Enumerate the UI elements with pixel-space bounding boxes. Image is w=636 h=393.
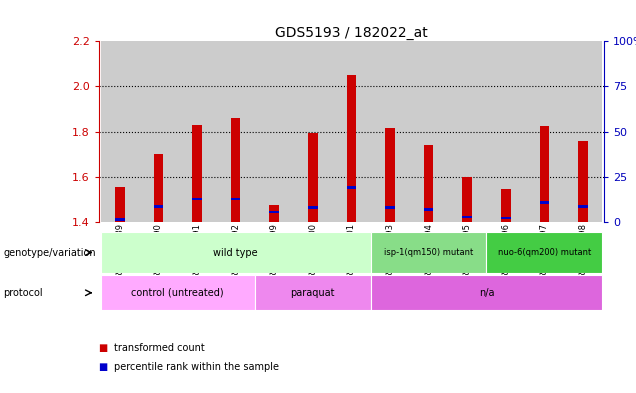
Text: isp-1(qm150) mutant: isp-1(qm150) mutant [384,248,473,257]
Bar [231,198,240,200]
Bar [192,125,202,222]
Bar [385,128,395,222]
Bar [525,41,563,222]
Bar [293,41,332,222]
Bar [563,41,602,222]
Bar [539,126,550,222]
Bar [115,187,125,222]
Bar [563,41,602,222]
Bar [100,232,371,273]
Bar [448,41,487,222]
Bar [177,41,216,222]
Bar [332,41,371,222]
Bar [487,41,525,222]
Bar [100,41,139,222]
Text: genotype/variation: genotype/variation [3,248,96,257]
Bar [139,41,177,222]
Text: transformed count: transformed count [114,343,205,353]
Text: wild type: wild type [213,248,258,257]
Bar [385,206,395,209]
Text: control (untreated): control (untreated) [132,288,224,298]
Bar [100,41,139,222]
Title: GDS5193 / 182022_at: GDS5193 / 182022_at [275,26,428,40]
Bar [525,41,563,222]
Bar [424,208,433,211]
Bar [501,217,511,219]
Bar [255,275,371,310]
Bar [410,41,448,222]
Bar [578,205,588,208]
Text: paraquat: paraquat [291,288,335,298]
Bar [462,216,472,219]
Bar [177,41,216,222]
Text: nuo-6(qm200) mutant: nuo-6(qm200) mutant [498,248,591,257]
Text: percentile rank within the sample: percentile rank within the sample [114,362,279,373]
Bar [216,41,255,222]
Bar [462,177,472,222]
Bar [139,41,177,222]
Bar [539,201,550,204]
Bar [270,211,279,213]
Bar [424,145,433,222]
Text: ■: ■ [99,362,108,373]
Bar [448,41,487,222]
Bar [487,232,602,273]
Bar [255,41,293,222]
Bar [115,218,125,221]
Bar [192,198,202,200]
Bar [100,275,255,310]
Bar [347,75,356,222]
Bar [308,133,317,222]
Bar [410,41,448,222]
Text: n/a: n/a [479,288,494,298]
Bar [255,41,293,222]
Bar [371,232,487,273]
Bar [153,154,163,222]
Bar [293,41,332,222]
Bar [371,275,602,310]
Bar [501,189,511,222]
Text: ■: ■ [99,343,108,353]
Bar [153,205,163,208]
Bar [231,118,240,222]
Bar [332,41,371,222]
Bar [216,41,255,222]
Bar [270,205,279,222]
Bar [578,141,588,222]
Bar [347,186,356,189]
Text: protocol: protocol [3,288,43,298]
Bar [487,41,525,222]
Bar [371,41,410,222]
Bar [308,206,317,209]
Bar [371,41,410,222]
